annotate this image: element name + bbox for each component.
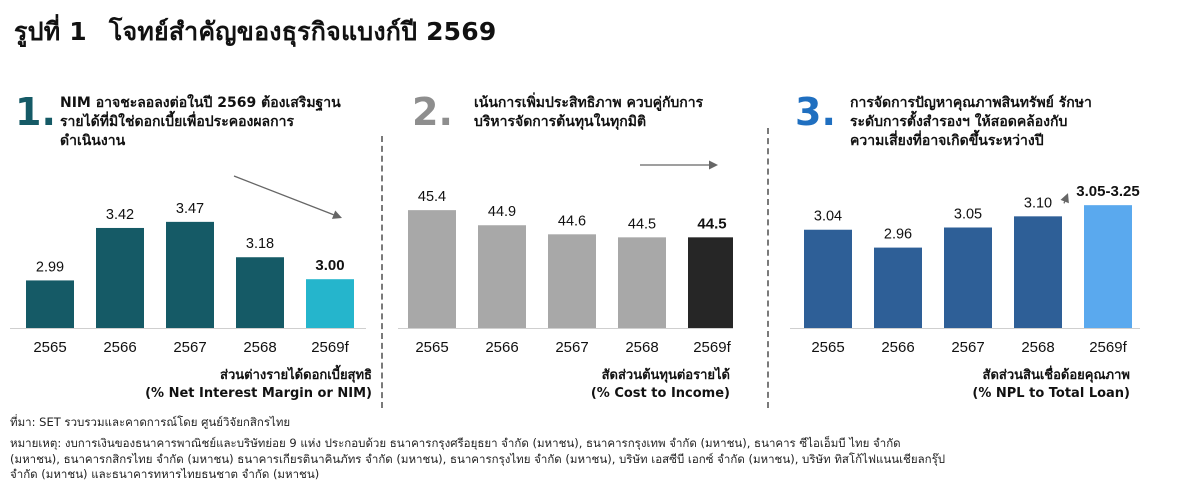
chart-npl: 3.04 2565 2.96 2566 3.05 2567 3.10 2568 3.05-3.2…: [790, 183, 1140, 356]
headline-line: รายได้ที่มิใช่ดอกเบี้ยเพื่อประคองผลการ: [60, 114, 294, 130]
figure-title: รูปที่ 1 โจทย์สำคัญของธุรกิจแบงก์ปี 2569: [14, 12, 496, 52]
data-label: 45.4: [418, 189, 446, 205]
bar: [1084, 205, 1132, 328]
panel-npl: 3. การจัดการปัญหาคุณภาพสินทรัพย์ รักษา ร…: [790, 80, 1140, 410]
headline-line: ดำเนินงาน: [60, 133, 126, 149]
caption-line: ส่วนต่างรายได้ดอกเบี้ยสุทธิ: [220, 368, 372, 383]
data-label: 2.99: [36, 259, 64, 275]
data-label: 3.04: [814, 209, 842, 225]
headline-line: NIM อาจชะลอลงต่อในปี 2569 ต้องเสริมฐาน: [60, 95, 341, 111]
trend-arrow-head: [331, 210, 342, 219]
headline-line: บริหารจัดการต้นทุนในทุกมิติ: [474, 114, 647, 130]
source-note: ที่มา: SET รวบรวมและคาดการณ์โดย ศูนย์วิจ…: [10, 415, 290, 431]
chart-nim: 2.99 2565 3.42 2566 3.47 2567 3.18 2568 3.00 2569…: [10, 175, 366, 356]
panel-number: 2.: [412, 90, 453, 134]
chart-caption: สัดส่วนสินเชื่อด้อยคุณภาพ (% NPL to Tota…: [972, 367, 1130, 403]
bar: [478, 225, 526, 328]
x-tick-label: 2567: [555, 339, 588, 356]
bar: [408, 210, 456, 328]
panel-cost-to-income: 2. เน้นการเพิ่มประสิทธิภาพ ควบคู่กับการ …: [398, 80, 733, 410]
remark-line: จำกัด (มหาชน) และธนาคารทหารไทยธนชาต จำกั…: [10, 467, 320, 481]
data-label: 44.5: [697, 215, 726, 232]
caption-line: สัดส่วนต้นทุนต่อรายได้: [601, 368, 730, 383]
data-label: 44.6: [558, 213, 586, 229]
x-tick-label: 2565: [415, 339, 448, 356]
remark-line: หมายเหตุ: งบการเงินของธนาคารพาณิชย์และบร…: [10, 436, 901, 450]
headline-line: เน้นการเพิ่มประสิทธิภาพ ควบคู่กับการ: [474, 95, 704, 111]
bar: [166, 221, 214, 328]
panel-headline: การจัดการปัญหาคุณภาพสินทรัพย์ รักษา ระดั…: [850, 94, 1092, 151]
bar: [548, 234, 596, 328]
trend-arrow: [1063, 201, 1066, 204]
bar: [306, 279, 354, 328]
panel-headline: เน้นการเพิ่มประสิทธิภาพ ควบคู่กับการ บริ…: [474, 94, 703, 132]
chart-caption: ส่วนต่างรายได้ดอกเบี้ยสุทธิ (% Net Inter…: [145, 367, 372, 403]
bar: [618, 237, 666, 328]
caption-line: สัดส่วนสินเชื่อด้อยคุณภาพ: [982, 368, 1130, 383]
bar: [804, 229, 852, 328]
panel-number: 3.: [795, 90, 836, 134]
bar: [236, 257, 284, 328]
data-label: 44.9: [488, 204, 516, 220]
headline-line: ความเสี่ยงที่อาจเกิดขึ้นระหว่างปี: [850, 133, 1044, 149]
caption-line: (% NPL to Total Loan): [972, 386, 1130, 401]
bar: [26, 280, 74, 328]
data-label: 3.18: [246, 236, 274, 252]
chart-caption: สัดส่วนต้นทุนต่อรายได้ (% Cost to Income…: [591, 367, 730, 403]
x-tick-label: 2569f: [311, 339, 349, 356]
data-label: 3.47: [176, 201, 204, 217]
data-label: 3.05: [954, 207, 982, 223]
panel-nim: 1. NIM อาจชะลอลงต่อในปี 2569 ต้องเสริมฐา…: [10, 80, 372, 410]
caption-line: (% Net Interest Margin or NIM): [145, 386, 372, 401]
bar: [874, 247, 922, 328]
x-tick-label: 2566: [485, 339, 518, 356]
data-label: 3.00: [315, 257, 344, 274]
data-label: 3.42: [106, 207, 134, 223]
x-tick-label: 2567: [173, 339, 206, 356]
figure-title-text: โจทย์สำคัญของธุรกิจแบงก์ปี 2569: [108, 17, 497, 46]
panel-divider: [767, 128, 769, 408]
trend-arrow-head: [1060, 193, 1069, 204]
x-tick-label: 2568: [625, 339, 658, 356]
source-line: ที่มา: SET รวบรวมและคาดการณ์โดย ศูนย์วิจ…: [10, 415, 291, 429]
remark-note: หมายเหตุ: งบการเงินของธนาคารพาณิชย์และบร…: [10, 436, 945, 483]
chart-cost-to-income: 45.4 2565 44.9 2566 44.6 2567 44.5 2568 44.5 2569…: [398, 160, 733, 356]
headline-line: การจัดการปัญหาคุณภาพสินทรัพย์ รักษา: [850, 95, 1092, 111]
bar: [1014, 216, 1062, 328]
x-tick-label: 2568: [243, 339, 276, 356]
caption-line: (% Cost to Income): [590, 386, 730, 401]
figure-title-label: รูปที่ 1: [14, 17, 87, 46]
x-tick-label: 2566: [881, 339, 914, 356]
data-label: 2.96: [884, 227, 912, 243]
panel-divider: [381, 136, 383, 408]
x-tick-label: 2566: [103, 339, 136, 356]
x-tick-label: 2565: [33, 339, 66, 356]
x-tick-label: 2569f: [1089, 339, 1127, 356]
x-tick-label: 2569f: [693, 339, 731, 356]
data-label: 3.05-3.25: [1076, 183, 1139, 200]
x-tick-label: 2568: [1021, 339, 1054, 356]
x-tick-label: 2567: [951, 339, 984, 356]
remark-line: (มหาชน), ธนาคารกสิกรไทย จำกัด (มหาชน) ธน…: [10, 451, 946, 466]
trend-arrow: [233, 175, 334, 216]
panel-number: 1.: [15, 90, 56, 134]
bar: [944, 227, 992, 328]
trend-arrow-head: [709, 160, 718, 170]
x-tick-label: 2565: [811, 339, 844, 356]
headline-line: ระดับการตั้งสำรองฯ ให้สอดคล้องกับ: [850, 114, 1068, 130]
data-label: 44.5: [628, 216, 656, 232]
data-label: 3.10: [1024, 195, 1052, 211]
bar: [96, 227, 144, 328]
bar: [688, 237, 733, 328]
panel-headline: NIM อาจชะลอลงต่อในปี 2569 ต้องเสริมฐาน ร…: [60, 94, 341, 151]
